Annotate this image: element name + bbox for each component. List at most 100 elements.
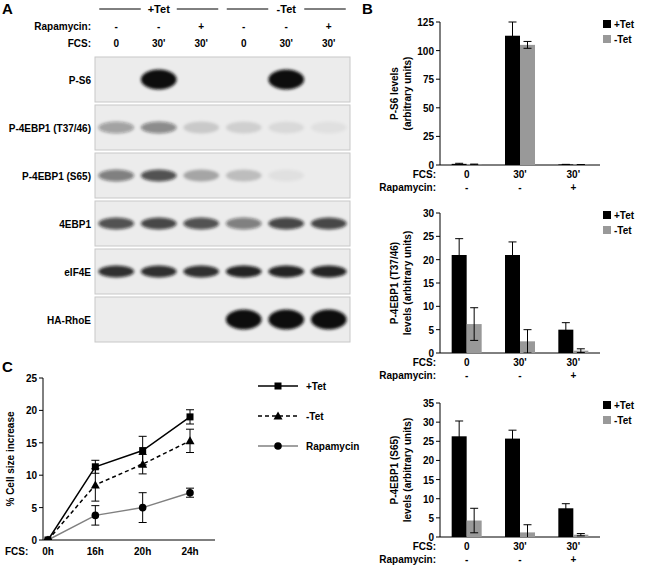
y-tick-label: 25 bbox=[423, 436, 435, 447]
y-tick bbox=[436, 259, 440, 260]
y-tick bbox=[436, 403, 440, 404]
group-line bbox=[304, 9, 346, 10]
error-cap bbox=[186, 409, 194, 410]
error-cap bbox=[509, 268, 517, 269]
legend-label: -Tet bbox=[306, 411, 324, 422]
error-stem bbox=[580, 349, 581, 353]
legend-marker bbox=[274, 442, 282, 450]
error-stem bbox=[459, 421, 460, 452]
x-label: FCS: bbox=[5, 546, 28, 557]
error-cap bbox=[577, 535, 585, 536]
error-stem bbox=[527, 330, 528, 353]
y-tick-label: 50 bbox=[423, 103, 435, 114]
series-line bbox=[48, 441, 190, 540]
error-cap bbox=[524, 524, 532, 525]
bar bbox=[452, 436, 467, 537]
header-value: 30' bbox=[279, 38, 293, 49]
error-cap bbox=[524, 41, 532, 42]
error-cap bbox=[470, 508, 478, 509]
y-tick-label: 10 bbox=[423, 494, 435, 505]
y-label: levels (arbitrary units) bbox=[402, 418, 413, 522]
band bbox=[311, 218, 347, 230]
error-bar bbox=[470, 164, 478, 165]
y-tick-label: 75 bbox=[423, 74, 435, 85]
row-label: P-4EBP1 (T37/46) bbox=[9, 123, 91, 134]
legend-swatch bbox=[603, 226, 611, 234]
error-cap bbox=[577, 352, 585, 353]
y-tick bbox=[39, 442, 43, 443]
y-tick-label: 25 bbox=[423, 231, 435, 242]
error-bar bbox=[91, 469, 99, 501]
y-tick-label: 20 bbox=[423, 255, 435, 266]
panel-label: C bbox=[2, 358, 13, 375]
error-cap bbox=[186, 424, 194, 425]
error-cap bbox=[186, 429, 194, 430]
error-bar bbox=[139, 454, 147, 473]
error-cap bbox=[455, 271, 463, 272]
error-stem bbox=[527, 41, 528, 48]
error-stem bbox=[474, 508, 475, 533]
group-label: -Tet bbox=[277, 3, 297, 15]
error-bar bbox=[470, 508, 478, 533]
band bbox=[98, 122, 134, 134]
y-label: P-4EBP1 (T37/46) bbox=[389, 242, 400, 324]
x-tick-label: 30' bbox=[567, 541, 581, 552]
y-tick bbox=[39, 540, 43, 541]
legend-swatch bbox=[603, 401, 611, 409]
band bbox=[226, 218, 262, 230]
band bbox=[311, 266, 347, 278]
error-cap bbox=[562, 512, 570, 513]
row-label: HA-RhoE bbox=[47, 315, 91, 326]
y-tick bbox=[436, 460, 440, 461]
y-tick bbox=[39, 410, 43, 411]
band bbox=[141, 266, 177, 278]
error-bar bbox=[562, 504, 570, 513]
legend-swatch bbox=[603, 35, 611, 43]
blot-strip bbox=[95, 57, 350, 102]
band bbox=[226, 266, 262, 278]
error-bar bbox=[524, 41, 532, 48]
marker bbox=[186, 489, 194, 497]
error-cap bbox=[455, 163, 463, 164]
band bbox=[141, 70, 177, 90]
x-tick-label: 30' bbox=[513, 357, 527, 368]
error-cap bbox=[139, 473, 147, 474]
y-tick bbox=[436, 213, 440, 214]
y-tick bbox=[436, 517, 440, 518]
y-label: (arbitrary units) bbox=[402, 57, 413, 131]
y-tick bbox=[39, 507, 43, 508]
band bbox=[183, 314, 219, 326]
band bbox=[183, 170, 219, 182]
y-tick bbox=[436, 441, 440, 442]
y-tick-label: 30 bbox=[423, 208, 435, 219]
marker bbox=[187, 413, 194, 420]
header-value: 30' bbox=[322, 38, 336, 49]
legend-label: -Tet bbox=[614, 415, 632, 426]
error-cap bbox=[509, 22, 517, 23]
x-tick-label: 24h bbox=[181, 546, 198, 557]
error-stem bbox=[512, 430, 513, 447]
row-label: Rapamycin: bbox=[379, 370, 436, 381]
band bbox=[98, 266, 134, 278]
error-bar bbox=[509, 22, 517, 49]
error-stem bbox=[565, 323, 566, 337]
error-cap bbox=[91, 501, 99, 502]
band bbox=[183, 218, 219, 230]
error-cap bbox=[455, 451, 463, 452]
error-bar bbox=[470, 308, 478, 341]
error-bar bbox=[577, 534, 585, 536]
row-label: Rapamycin: bbox=[379, 182, 436, 193]
band bbox=[268, 122, 304, 134]
group-line bbox=[177, 9, 219, 10]
marker bbox=[186, 436, 195, 444]
y-label: P-S6 levels bbox=[389, 67, 400, 120]
band bbox=[268, 218, 304, 230]
y-axis bbox=[43, 378, 44, 540]
row-value: - bbox=[518, 554, 521, 565]
error-cap bbox=[562, 164, 570, 165]
band bbox=[268, 310, 304, 330]
row-value: + bbox=[570, 554, 576, 565]
marker bbox=[91, 480, 100, 488]
error-cap bbox=[524, 353, 532, 354]
y-tick bbox=[436, 283, 440, 284]
